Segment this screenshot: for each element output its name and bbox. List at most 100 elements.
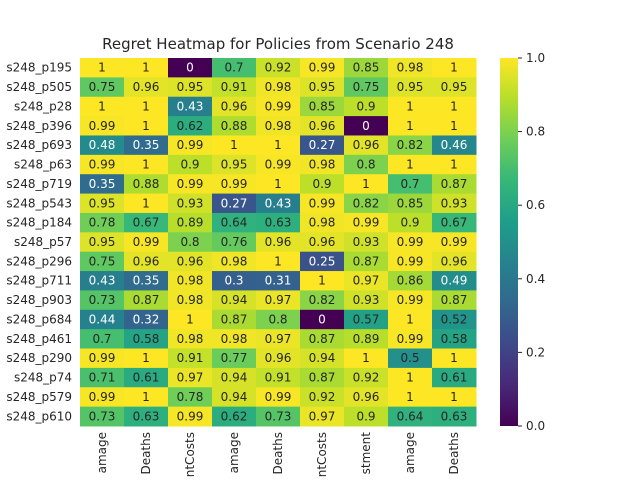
heatmap-cell <box>212 212 257 233</box>
cell-annotation: 0.99 <box>89 390 116 404</box>
heatmap-cell <box>388 77 433 98</box>
row-label: s248_p461 <box>6 332 72 346</box>
heatmap-cell <box>432 96 477 117</box>
row-label: s248_p28 <box>14 99 72 113</box>
cell-annotation: 0.95 <box>177 80 204 94</box>
heatmap-cell <box>256 174 301 195</box>
cell-annotation: 0.96 <box>309 119 336 133</box>
colorbar-tick-label: 0.6 <box>526 198 545 212</box>
heatmap-cell <box>432 367 477 388</box>
heatmap-cell <box>168 58 213 78</box>
cell-annotation: 0.97 <box>353 274 380 288</box>
cell-annotation: 0.89 <box>353 332 380 346</box>
cell-annotation: 1 <box>274 138 282 152</box>
heatmap-cell <box>344 387 389 408</box>
cell-annotation: 0.95 <box>397 80 424 94</box>
cell-annotation: 0.82 <box>309 293 336 307</box>
cell-annotation: 0.49 <box>441 274 468 288</box>
column-label: amage <box>403 432 417 473</box>
heatmap-cell <box>388 367 433 388</box>
heatmap-cell <box>388 309 433 330</box>
heatmap-cell <box>212 116 257 136</box>
cell-annotation: 0.98 <box>265 80 292 94</box>
heatmap-cell <box>388 251 433 272</box>
heatmap-cell <box>388 135 433 156</box>
heatmap-cell <box>212 271 257 291</box>
row-label: s248_p579 <box>6 390 72 404</box>
heatmap-cell <box>300 387 345 408</box>
heatmap-cell <box>124 232 169 253</box>
row-label: s248_p711 <box>6 274 72 288</box>
cell-annotation: 1 <box>186 312 194 326</box>
heatmap-cell <box>256 348 301 369</box>
cell-annotation: 0.92 <box>265 61 292 75</box>
heatmap-cell <box>124 77 169 98</box>
heatmap-cell <box>124 406 169 427</box>
heatmap-cell <box>388 193 433 214</box>
heatmap-cell <box>168 387 213 408</box>
heatmap-cell <box>124 212 169 233</box>
heatmap-cell <box>300 290 345 311</box>
cell-annotation: 0.63 <box>441 409 468 423</box>
heatmap-cell <box>80 116 125 136</box>
cell-annotation: 0.96 <box>353 138 380 152</box>
cell-annotation: 0.98 <box>177 332 204 346</box>
heatmap-cell <box>388 58 433 78</box>
row-label: s248_p290 <box>6 351 72 365</box>
heatmap-cell <box>124 387 169 408</box>
heatmap-cell <box>344 212 389 233</box>
heatmap-cell <box>124 96 169 117</box>
cell-annotation: 0.87 <box>441 293 468 307</box>
heatmap-cell <box>344 154 389 175</box>
cell-annotation: 0 <box>186 61 194 75</box>
cell-annotation: 0.63 <box>133 409 160 423</box>
cell-annotation: 0.88 <box>221 119 248 133</box>
heatmap-cell <box>124 58 169 78</box>
cell-annotation: 0.98 <box>177 274 204 288</box>
cell-annotation: 0.88 <box>133 177 160 191</box>
heatmap-cell <box>80 232 125 253</box>
cell-annotation: 0.82 <box>397 138 424 152</box>
colorbar-tick-label: 0.4 <box>526 272 545 286</box>
column-label: Deaths <box>447 432 461 475</box>
cell-annotation: 0.61 <box>133 371 160 385</box>
heatmap-cell <box>212 309 257 330</box>
row-label: s248_p693 <box>6 138 72 152</box>
heatmap-cell <box>124 309 169 330</box>
heatmap-cell <box>212 58 257 78</box>
cell-annotation: 1 <box>450 351 458 365</box>
heatmap-cell <box>432 309 477 330</box>
heatmap-cell <box>80 406 125 427</box>
column-label: ntCosts <box>315 432 329 477</box>
cell-annotation: 0.64 <box>397 409 424 423</box>
colorbar-tick-label: 0.8 <box>526 125 545 139</box>
cell-annotation: 0.31 <box>265 274 292 288</box>
heatmap-cell <box>388 116 433 136</box>
cell-annotation: 1 <box>142 351 150 365</box>
heatmap-cell <box>80 251 125 272</box>
cell-annotation: 0.61 <box>441 371 468 385</box>
heatmap-cell <box>80 174 125 195</box>
cell-annotation: 1 <box>450 99 458 113</box>
heatmap-cell <box>256 154 301 175</box>
heatmap-cell <box>300 135 345 156</box>
heatmap-cell <box>388 271 433 291</box>
heatmap-cell <box>168 271 213 291</box>
cell-annotation: 0.99 <box>309 61 336 75</box>
heatmap-cell <box>80 96 125 117</box>
cell-annotation: 0.86 <box>397 274 424 288</box>
heatmap-cell <box>124 271 169 291</box>
cell-annotation: 1 <box>406 158 414 172</box>
heatmap-cell <box>212 387 257 408</box>
heatmap-cell <box>300 329 345 350</box>
cell-annotation: 0.91 <box>265 371 292 385</box>
cell-annotation: 0.87 <box>309 332 336 346</box>
cell-annotation: 0.99 <box>397 235 424 249</box>
cell-annotation: 0.94 <box>221 293 248 307</box>
cell-annotation: 0.92 <box>353 371 380 385</box>
cell-annotation: 1 <box>274 177 282 191</box>
cell-annotation: 0.75 <box>89 254 116 268</box>
heatmap-cell <box>80 329 125 350</box>
heatmap-cell <box>344 251 389 272</box>
cell-annotation: 0.99 <box>177 138 204 152</box>
